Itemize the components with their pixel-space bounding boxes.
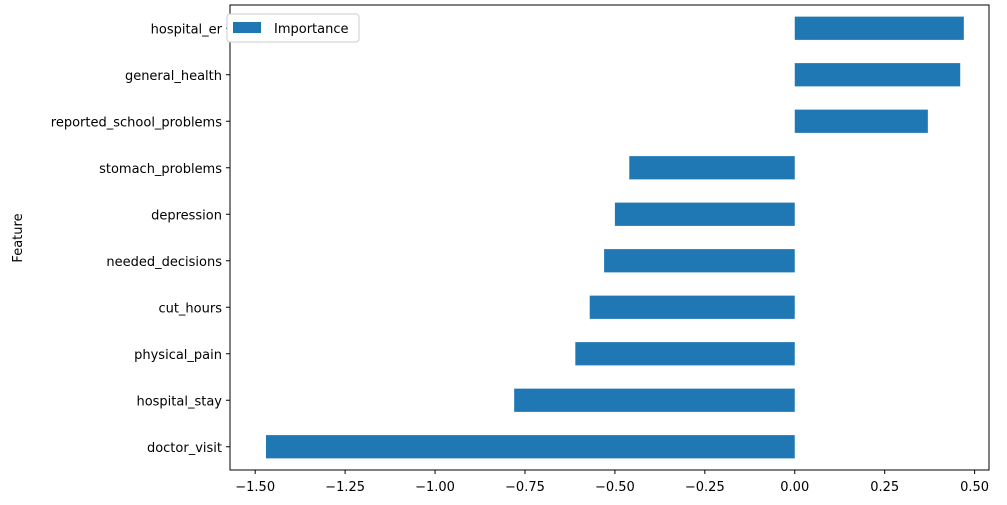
x-tick-label: −1.00: [415, 480, 455, 495]
bar-hospital-stay: [514, 388, 795, 412]
y-tick-label: depression: [151, 208, 222, 223]
y-tick-label: physical_pain: [134, 348, 222, 363]
x-tick-label: −1.25: [325, 480, 365, 495]
y-tick-label: stomach_problems: [99, 162, 222, 177]
bar-hospital-er: [794, 16, 964, 40]
bar-doctor-visit: [265, 435, 795, 459]
x-tick-label: −1.50: [235, 480, 275, 495]
legend-box: [226, 13, 360, 43]
bars-group: [265, 16, 964, 459]
x-tick-label: −0.25: [685, 480, 725, 495]
legend-label: Importance: [274, 22, 349, 37]
y-tick-label: reported_school_problems: [51, 115, 222, 130]
bar-reported-school-problems: [794, 109, 928, 133]
bar-depression: [614, 202, 795, 226]
x-tick-label: 0.00: [780, 480, 809, 495]
x-tick-label: 0.50: [960, 480, 989, 495]
y-tick-label: hospital_stay: [136, 394, 222, 409]
bar-cut-hours: [589, 295, 795, 319]
plot-frame: [229, 4, 990, 471]
bar-needed-decisions: [604, 249, 795, 273]
bar-physical-pain: [575, 342, 795, 366]
y-tick-label: cut_hours: [158, 301, 222, 316]
x-tick-label: 0.25: [870, 480, 899, 495]
y-tick-label: doctor_visit: [147, 441, 222, 456]
y-axis-label: Feature: [11, 213, 26, 262]
y-tick-label: general_health: [125, 69, 222, 84]
legend-swatch: [233, 22, 261, 33]
legend: Importance: [226, 13, 360, 43]
y-ticks-group: doctor_visit hospital_stay physical_pain cu…: [51, 22, 230, 456]
x-tick-label: −0.50: [595, 480, 635, 495]
y-tick-label: hospital_er: [151, 22, 223, 37]
y-tick-label: needed_decisions: [106, 255, 222, 270]
x-ticks-group: −1.50 −1.25 −1.00 −0.75 −0.50 −0.25 0.00 0.25 0.…: [235, 470, 989, 495]
bar-stomach-problems: [629, 156, 795, 180]
bar-general-health: [794, 63, 961, 87]
x-tick-label: −0.75: [505, 480, 545, 495]
